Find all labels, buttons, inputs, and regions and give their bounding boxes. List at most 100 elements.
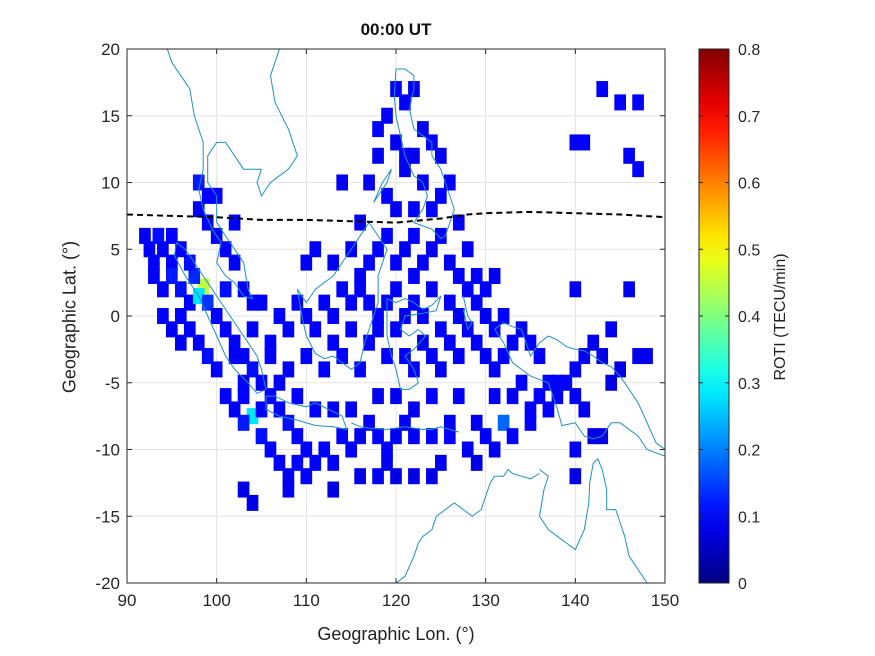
roti-cell bbox=[291, 294, 304, 311]
y-tick-label: 15 bbox=[101, 107, 120, 126]
coastline bbox=[350, 422, 459, 433]
roti-cell bbox=[506, 334, 519, 351]
roti-cell bbox=[188, 267, 201, 284]
roti-cell bbox=[148, 254, 160, 271]
roti-cell bbox=[569, 134, 582, 151]
roti-cell bbox=[166, 321, 178, 338]
roti-cell bbox=[381, 227, 393, 244]
roti-cell bbox=[372, 468, 384, 485]
roti-cell bbox=[372, 147, 384, 164]
roti-cell bbox=[506, 428, 519, 445]
roti-cell bbox=[479, 428, 492, 445]
roti-cell bbox=[533, 388, 546, 405]
roti-cell bbox=[408, 401, 420, 418]
roti-cell bbox=[327, 481, 340, 498]
coastline bbox=[386, 295, 442, 390]
roti-cell bbox=[408, 147, 420, 164]
roti-cell bbox=[381, 187, 393, 204]
roti-cell bbox=[372, 307, 384, 325]
roti-cell bbox=[345, 401, 357, 418]
roti-cell bbox=[363, 294, 375, 311]
roti-cell bbox=[309, 454, 322, 471]
roti-cell bbox=[417, 121, 429, 138]
coastline bbox=[173, 242, 267, 395]
x-tick-label: 90 bbox=[118, 591, 137, 610]
roti-cell bbox=[318, 361, 331, 378]
roti-cell bbox=[148, 267, 160, 284]
coastline bbox=[256, 49, 298, 198]
roti-cell bbox=[327, 401, 340, 418]
roti-cell bbox=[157, 281, 169, 298]
roti-cell bbox=[632, 348, 644, 365]
roti-cell bbox=[264, 441, 277, 458]
roti-cell bbox=[551, 388, 564, 405]
roti-cell bbox=[614, 94, 626, 111]
roti-cell bbox=[345, 441, 357, 458]
roti-cell bbox=[417, 334, 429, 351]
roti-cell bbox=[237, 388, 250, 405]
roti-cell bbox=[237, 281, 250, 298]
roti-cell bbox=[327, 454, 340, 471]
roti-cell bbox=[524, 401, 537, 418]
roti-cell bbox=[174, 334, 187, 351]
colorbar-tick-label: 0.6 bbox=[738, 176, 760, 193]
roti-cell bbox=[443, 294, 456, 311]
coastline bbox=[296, 221, 388, 371]
x-tick-label: 100 bbox=[202, 591, 230, 610]
roti-cell bbox=[246, 294, 259, 311]
roti-cell bbox=[435, 361, 447, 378]
y-tick-label: -10 bbox=[95, 441, 120, 460]
roti-cell bbox=[327, 307, 340, 325]
roti-cell bbox=[264, 348, 277, 365]
x-axis-label: Geographic Lon. (°) bbox=[317, 624, 475, 644]
roti-cell bbox=[228, 401, 241, 418]
coastline bbox=[265, 395, 348, 431]
roti-cell bbox=[390, 281, 402, 298]
roti-cell bbox=[143, 241, 156, 258]
coastline bbox=[395, 468, 540, 583]
roti-cell bbox=[237, 481, 250, 498]
roti-cell bbox=[390, 254, 402, 271]
roti-cell bbox=[443, 334, 456, 351]
roti-cell bbox=[435, 321, 447, 338]
roti-cell bbox=[237, 374, 250, 391]
roti-cell bbox=[336, 348, 349, 365]
roti-cell bbox=[408, 468, 420, 485]
roti-cell bbox=[470, 414, 483, 431]
roti-cell bbox=[443, 428, 456, 445]
colorbar-tick-label: 0 bbox=[738, 576, 747, 593]
roti-cell bbox=[363, 254, 375, 271]
roti-cell bbox=[452, 307, 465, 325]
roti-cell bbox=[381, 107, 393, 124]
roti-cell bbox=[201, 348, 214, 365]
y-tick-label: 0 bbox=[111, 307, 120, 326]
roti-cell bbox=[390, 468, 402, 485]
roti-cell bbox=[497, 307, 510, 325]
roti-cell bbox=[273, 307, 286, 325]
x-tick-label: 130 bbox=[471, 591, 499, 610]
roti-cell bbox=[255, 294, 268, 311]
roti-cell bbox=[354, 428, 366, 445]
coastline bbox=[373, 168, 392, 203]
roti-cell bbox=[219, 241, 232, 258]
roti-cell bbox=[157, 307, 169, 325]
y-tick-label: 5 bbox=[111, 240, 120, 259]
roti-cell bbox=[345, 321, 357, 338]
roti-cell bbox=[273, 374, 286, 391]
roti-cell bbox=[426, 348, 438, 365]
y-tick-label: 10 bbox=[101, 174, 120, 193]
roti-cell bbox=[300, 254, 313, 271]
roti-cell bbox=[183, 294, 196, 311]
roti-cell bbox=[435, 454, 447, 471]
roti-cell bbox=[309, 241, 322, 258]
roti-cell bbox=[426, 241, 438, 258]
roti-cell bbox=[372, 241, 384, 258]
roti-cell bbox=[479, 307, 492, 325]
roti-cell bbox=[166, 227, 178, 244]
roti-cell bbox=[399, 94, 411, 111]
roti-cell bbox=[417, 307, 429, 325]
roti-cell bbox=[488, 441, 501, 458]
roti-cell bbox=[255, 401, 268, 418]
roti-cell bbox=[470, 294, 483, 311]
roti-cell bbox=[390, 428, 402, 445]
